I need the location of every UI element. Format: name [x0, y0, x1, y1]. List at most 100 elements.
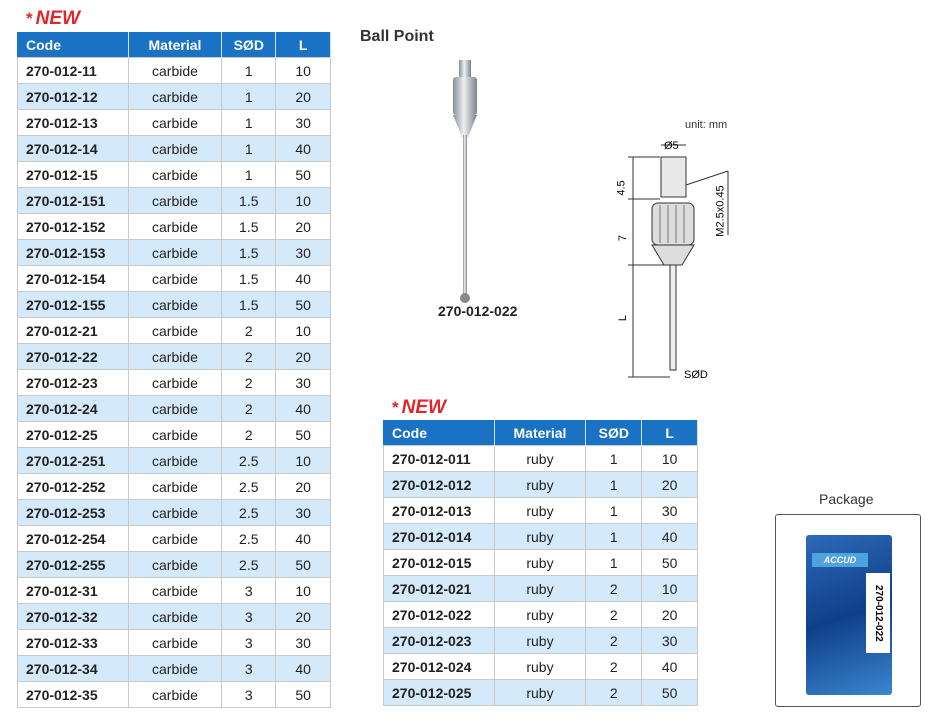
table-cell: 30 — [275, 629, 331, 656]
table-cell: 1 — [585, 445, 643, 472]
table-cell: 40 — [275, 135, 331, 162]
column-header: Material — [494, 420, 587, 446]
product-caption: 270-012-022 — [438, 303, 518, 319]
package-image: ACCUD 270-012-022 — [806, 535, 892, 695]
table-cell: 270-012-012 — [383, 471, 495, 498]
table-cell: 40 — [641, 523, 698, 550]
table-cell: 2 — [585, 575, 643, 602]
table-cell: 270-012-152 — [17, 213, 129, 240]
column-header: Material — [128, 32, 223, 58]
table-row: 270-012-022 ruby 2 20 — [383, 601, 698, 628]
table-cell: carbide — [127, 161, 223, 188]
table-cell: carbide — [127, 395, 223, 422]
table-cell: 20 — [275, 213, 331, 240]
table-row: 270-012-021 ruby 2 10 — [383, 575, 698, 602]
table-row: 270-012-255 carbide 2.5 50 — [17, 551, 331, 578]
column-header: L — [641, 420, 698, 446]
table-row: 270-012-12 carbide 1 20 — [17, 83, 331, 110]
new-badge-right: * NEW — [392, 397, 446, 418]
table-cell: 3 — [221, 681, 277, 708]
table-cell: 50 — [641, 679, 698, 706]
table-cell: 1.5 — [221, 265, 277, 292]
table-cell: 1.5 — [221, 213, 277, 240]
table-cell: 20 — [275, 473, 331, 500]
table-cell: carbide — [127, 473, 223, 500]
column-header: Code — [383, 420, 495, 446]
product-title: Ball Point — [360, 28, 434, 45]
package-code-label: 270-012-022 — [866, 573, 890, 653]
table-cell: 270-012-21 — [17, 317, 129, 344]
table-cell: 270-012-025 — [383, 679, 495, 706]
table-cell: 40 — [275, 655, 331, 682]
table-cell: 10 — [275, 447, 331, 474]
table-cell: 10 — [275, 577, 331, 604]
table-cell: 30 — [641, 497, 698, 524]
height-7-label: 7 — [617, 234, 630, 242]
table-row: 270-012-23 carbide 2 30 — [17, 369, 331, 396]
table-row: 270-012-34 carbide 3 40 — [17, 655, 331, 682]
table-cell: 270-012-14 — [17, 135, 129, 162]
column-header: SØD — [585, 420, 643, 446]
ruby-stylus-table: Code Material SØD L 270-012-011 ruby 1 10 270-01… — [383, 420, 698, 706]
table-cell: 270-012-33 — [17, 629, 129, 656]
table-row: 270-012-25 carbide 2 50 — [17, 421, 331, 448]
table-cell: 10 — [275, 317, 331, 344]
table-cell: 1 — [585, 523, 643, 550]
table-row: 270-012-151 carbide 1.5 10 — [17, 187, 331, 214]
table-cell: 270-012-011 — [383, 445, 495, 472]
table-cell: 30 — [275, 109, 331, 136]
ball-diameter-label: SØD — [684, 369, 708, 381]
table-cell: 2 — [585, 627, 643, 654]
unit-label: unit: mm — [685, 119, 728, 131]
table-cell: 10 — [641, 445, 698, 472]
table-cell: 270-012-34 — [17, 655, 129, 682]
table-cell: carbide — [127, 109, 223, 136]
table-row: 270-012-015 ruby 1 50 — [383, 549, 698, 576]
table-cell: 270-012-151 — [17, 187, 129, 214]
table-cell: 2.5 — [221, 551, 277, 578]
diameter-label: Ø5 — [664, 140, 679, 152]
ball-point-stylus-image — [453, 60, 477, 303]
table-cell: 270-012-22 — [17, 343, 129, 370]
height-4-5-label: 4.5 — [615, 180, 628, 196]
table-cell: 50 — [275, 161, 331, 188]
table-cell: 1.5 — [221, 187, 277, 214]
table-cell: carbide — [127, 369, 223, 396]
table-cell: 270-012-35 — [17, 681, 129, 708]
table-cell: ruby — [493, 627, 587, 654]
table-cell: ruby — [493, 575, 587, 602]
table-cell: ruby — [493, 679, 587, 706]
table-cell: 40 — [641, 653, 698, 680]
table-cell: 270-012-253 — [17, 499, 129, 526]
table-cell: 2.5 — [221, 447, 277, 474]
table-cell: 270-012-13 — [17, 109, 129, 136]
table-cell: 1 — [585, 497, 643, 524]
table-row: 270-012-025 ruby 2 50 — [383, 679, 698, 706]
table-cell: 1.5 — [221, 239, 277, 266]
table-cell: carbide — [127, 577, 223, 604]
table-cell: ruby — [493, 653, 587, 680]
table-cell: 3 — [221, 577, 277, 604]
table-cell: 40 — [275, 395, 331, 422]
table-cell: 1.5 — [221, 291, 277, 318]
table-cell: carbide — [127, 655, 223, 682]
table-cell: 3 — [221, 655, 277, 682]
table-row: 270-012-024 ruby 2 40 — [383, 653, 698, 680]
table-cell: 2.5 — [221, 473, 277, 500]
table-row: 270-012-14 carbide 1 40 — [17, 135, 331, 162]
table-cell: 20 — [275, 603, 331, 630]
table-cell: ruby — [493, 497, 587, 524]
table-cell: 3 — [221, 629, 277, 656]
table-row: 270-012-21 carbide 2 10 — [17, 317, 331, 344]
table-cell: 270-012-251 — [17, 447, 129, 474]
table-cell: 20 — [641, 601, 698, 628]
table-cell: 2 — [221, 317, 277, 344]
new-badge-left: * NEW — [26, 8, 80, 29]
package-title: Package — [819, 491, 874, 507]
brand-logo: ACCUD — [812, 553, 868, 567]
table-cell: 20 — [641, 471, 698, 498]
table-cell: 270-012-023 — [383, 627, 495, 654]
table-row: 270-012-155 carbide 1.5 50 — [17, 291, 331, 318]
table-cell: carbide — [127, 343, 223, 370]
table-cell: 20 — [275, 343, 331, 370]
